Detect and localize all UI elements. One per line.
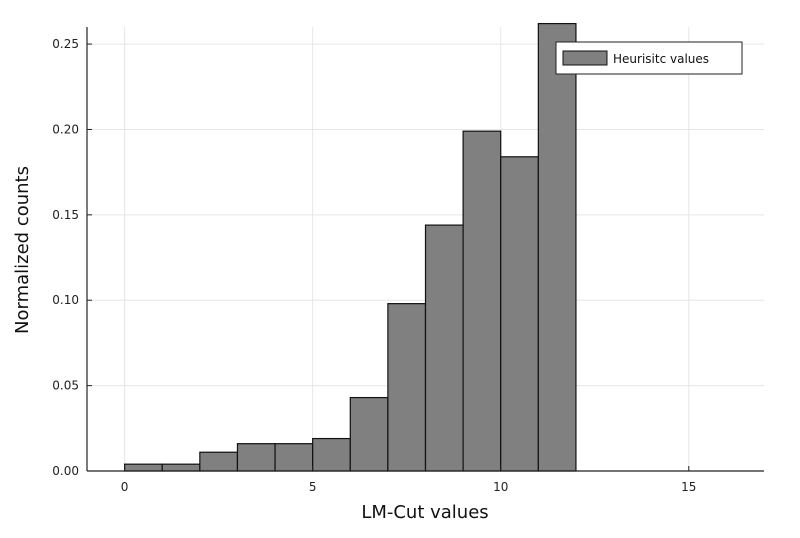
histogram-bar [199, 451, 239, 472]
y-tick-label: 0.05 [52, 379, 79, 393]
histogram-bar [387, 303, 427, 472]
legend: Heurisitc values [555, 41, 743, 75]
legend-swatch [562, 50, 608, 66]
histogram-bar [537, 22, 577, 472]
ticks: 0 5 10 15 0.00 0.05 0.10 0.15 0.20 0.25 [52, 37, 696, 494]
x-tick-label: 5 [309, 480, 317, 494]
histogram-bar [312, 437, 351, 472]
y-tick-label: 0.15 [52, 208, 79, 222]
histogram-bar [462, 130, 502, 472]
x-tick-label: 0 [121, 480, 129, 494]
y-tick-label: 0.00 [52, 464, 79, 478]
histogram-bar [424, 224, 464, 472]
histogram-bar [161, 463, 201, 472]
legend-entry: Heurisitc values [613, 52, 709, 66]
bars [124, 22, 577, 472]
y-axis-label: Normalized counts [12, 166, 33, 334]
y-tick-label: 0.10 [52, 293, 79, 307]
histogram-bar [236, 443, 276, 472]
y-tick-label: 0.25 [52, 37, 79, 51]
x-tick-label: 10 [493, 480, 508, 494]
histogram-bar [274, 443, 314, 472]
histogram-bar [349, 396, 389, 472]
x-axis-label: LM-Cut values [361, 502, 488, 523]
axes [86, 27, 764, 472]
histogram-bar [124, 463, 163, 472]
histogram-bar [500, 156, 539, 472]
y-tick-label: 0.20 [52, 122, 79, 136]
x-tick-label: 15 [681, 480, 696, 494]
